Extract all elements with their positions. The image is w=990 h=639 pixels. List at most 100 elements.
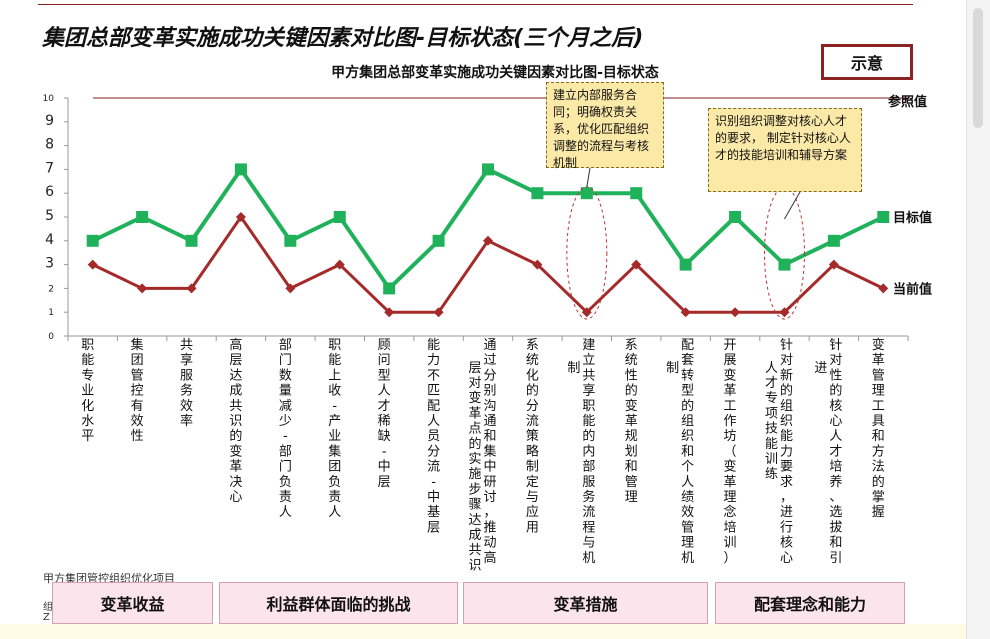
data-point-target: [383, 282, 396, 295]
category-label-char: 团: [328, 460, 341, 475]
category-label-char: 少: [279, 414, 292, 429]
category-label-char: 研: [483, 475, 496, 490]
category-label-char: 理: [872, 384, 885, 399]
category-label-char: 练: [765, 467, 778, 482]
category-label-char: 享: [180, 352, 193, 368]
category-label-char: 变: [872, 337, 885, 353]
data-point-current: [186, 283, 197, 294]
demo-badge: 示意: [821, 44, 913, 80]
data-point-current: [680, 307, 691, 318]
category-label-char: 减: [279, 399, 292, 414]
category-label-char: 务: [180, 383, 193, 399]
category-label-char: 、: [829, 490, 842, 505]
category-label-char: （: [724, 444, 737, 459]
category-label-char: 的: [681, 398, 694, 414]
category-label-char: 能: [780, 429, 793, 444]
category-label-char: 平: [81, 429, 94, 444]
category-label-char: 略: [526, 443, 539, 459]
data-point-target: [877, 211, 890, 223]
category-label-char: 部: [582, 460, 595, 475]
category-label-char: 沟: [483, 399, 496, 414]
category-label-char: 工: [872, 399, 885, 414]
category-label-char: 专: [81, 368, 94, 383]
category-label-char: 革: [625, 414, 638, 429]
data-point-current: [483, 235, 493, 246]
category-label-char: 集: [483, 443, 496, 459]
category-label-char: 管: [681, 520, 694, 535]
data-point-target: [778, 258, 791, 271]
category-label-char: 力: [427, 353, 440, 368]
category-label-char: 能: [81, 353, 94, 368]
category-label-char: 门: [279, 353, 292, 368]
category-label-char: 才: [378, 399, 391, 414]
category-label-char: 和: [625, 460, 638, 475]
category-label-char: 法: [872, 460, 885, 475]
data-point-current: [878, 283, 889, 294]
category-label-char: 分: [526, 399, 539, 414]
category-label-char: 人: [328, 505, 341, 520]
category-label-char: 施: [468, 467, 481, 482]
category-label-char: 培: [829, 459, 842, 475]
category-label-char: 用: [526, 520, 539, 535]
category-label-char: 匹: [427, 384, 440, 399]
y-tick-label: 6: [45, 184, 54, 200]
data-point-current: [532, 259, 543, 270]
category-label-char: 务: [582, 489, 595, 505]
category-label-char: 成: [468, 528, 481, 543]
category-label-char: 的: [780, 383, 793, 399]
category-label-char: 培: [724, 519, 737, 535]
category-label-char: 开: [724, 338, 737, 353]
category-label-char: 的: [229, 428, 242, 444]
category-label-char: 变: [625, 398, 638, 414]
category-label-char: 门: [279, 460, 292, 475]
scrollbar-thumb[interactable]: [973, 8, 983, 128]
category-label-char: 变: [724, 459, 737, 475]
category-label-char: 量: [279, 384, 292, 399]
category-label-char: 行: [780, 520, 793, 535]
data-point-target: [333, 211, 346, 223]
category-label-char: 坊: [724, 429, 737, 444]
category-label-char: 管: [625, 475, 638, 490]
category-label-char: 水: [81, 414, 94, 429]
category-label-char: 化: [526, 368, 539, 383]
category-label-char: 通: [483, 338, 496, 353]
data-point-current: [433, 307, 444, 318]
category-label-char: 与: [582, 536, 595, 551]
category-label-char: 层: [468, 361, 481, 376]
category-label-char: 管: [872, 368, 885, 383]
slide-page: [0, 0, 966, 639]
category-label-char: 共: [582, 368, 595, 383]
category-label-char: 能: [328, 353, 341, 368]
group-box-challenges: 利益群体面临的挑战: [219, 582, 458, 624]
category-label-char: 性: [625, 368, 638, 383]
category-label-char: 达: [468, 513, 481, 528]
category-label-char: 技: [765, 422, 778, 437]
category-label-char: 求: [780, 475, 793, 490]
data-point-target: [729, 211, 742, 223]
category-label-char: 通: [483, 414, 496, 429]
category-label-char: 规: [625, 429, 638, 444]
category-labels: 职能专业化水平集团管控有效性共享服务效率高层达成共识的变革决心部门数量减少-部门…: [81, 337, 885, 573]
category-label-char: 革: [468, 406, 481, 421]
category-label-char: 专: [765, 391, 778, 406]
category-label-char: 建: [582, 338, 595, 353]
category-label-char: 的: [829, 383, 842, 399]
category-label-char: 制: [666, 361, 679, 376]
category-label-char: 流: [526, 414, 539, 429]
category-label-char: 和: [681, 444, 694, 459]
category-label-char: -: [283, 429, 288, 444]
y-tick-label: 4: [45, 232, 54, 248]
category-label-char: 织: [780, 414, 793, 429]
category-label-char: 识: [468, 558, 481, 573]
category-label-char: 系: [625, 338, 638, 353]
category-label-char: 决: [229, 475, 242, 490]
y-tick-label: 9: [45, 113, 54, 129]
category-label-char: 中: [483, 460, 496, 475]
category-label-char: 上: [328, 368, 341, 383]
category-label-char: 享: [582, 383, 595, 399]
category-label-char: 变: [229, 443, 242, 459]
category-label-char: 策: [526, 428, 539, 444]
category-label-char: 训: [724, 536, 737, 551]
category-label-char: 控: [131, 384, 144, 399]
